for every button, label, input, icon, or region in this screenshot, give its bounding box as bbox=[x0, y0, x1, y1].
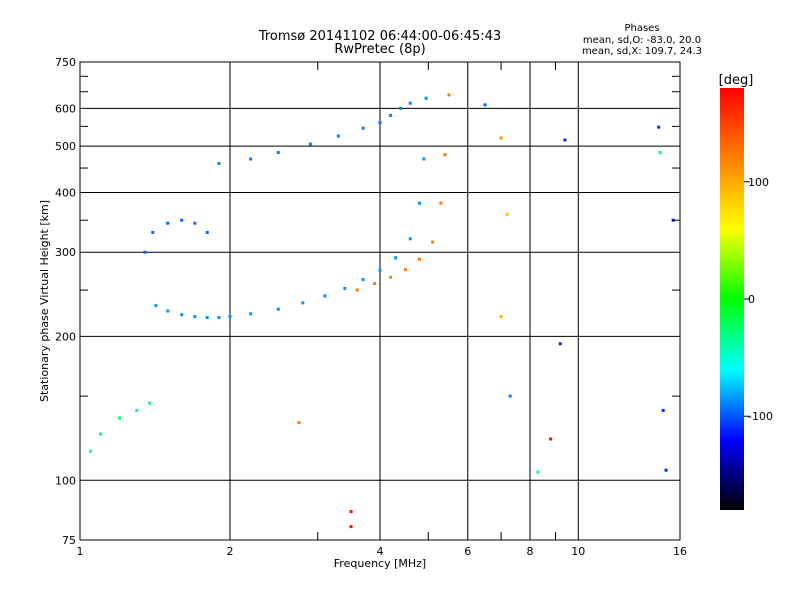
x-axis-label: Frequency [MHz] bbox=[334, 557, 426, 570]
colorbar-ticks: 100 0 -100 bbox=[744, 176, 773, 423]
y-tick-label: 75 bbox=[62, 534, 76, 547]
data-point bbox=[443, 153, 447, 157]
data-point bbox=[166, 309, 170, 313]
plot-frame bbox=[79, 61, 681, 541]
grid-lines bbox=[80, 62, 680, 540]
x-tick-label: 8 bbox=[527, 545, 534, 558]
data-point bbox=[499, 315, 503, 319]
data-point bbox=[89, 449, 93, 453]
data-point bbox=[349, 510, 353, 514]
colorbar-tick-label: 100 bbox=[748, 176, 769, 189]
data-point bbox=[205, 316, 209, 320]
data-point bbox=[657, 125, 661, 129]
data-point bbox=[378, 121, 382, 125]
data-point bbox=[483, 103, 487, 107]
y-tick-label: 750 bbox=[55, 56, 76, 69]
x-tick-label: 10 bbox=[571, 545, 585, 558]
data-point bbox=[151, 230, 155, 234]
colorbar-label: [deg] bbox=[719, 73, 754, 88]
data-point bbox=[439, 201, 443, 205]
chart-subtitle: RwPretec (8p) bbox=[334, 42, 425, 57]
data-point bbox=[558, 342, 562, 346]
data-point bbox=[217, 161, 221, 165]
data-point bbox=[422, 157, 426, 161]
data-point bbox=[193, 315, 197, 319]
phase-info-line1: mean, sd,O: -83.0, 20.0 bbox=[583, 35, 701, 46]
data-point bbox=[658, 150, 662, 154]
data-point bbox=[417, 257, 421, 261]
chart-title: Tromsø 20141102 06:44:00-06:45:43 bbox=[258, 29, 501, 44]
data-point bbox=[117, 416, 121, 420]
colorbar bbox=[720, 88, 744, 510]
data-point bbox=[336, 134, 340, 138]
data-point bbox=[361, 278, 365, 282]
y-tick-label: 100 bbox=[55, 474, 76, 487]
data-point bbox=[447, 93, 451, 97]
data-point bbox=[249, 157, 253, 161]
data-point bbox=[417, 201, 421, 205]
data-point bbox=[394, 256, 398, 260]
data-point bbox=[664, 468, 668, 472]
y-tick-label: 600 bbox=[55, 102, 76, 115]
data-point bbox=[378, 268, 382, 272]
data-point bbox=[217, 316, 221, 320]
data-point bbox=[99, 432, 103, 436]
colorbar-tick-label: -100 bbox=[748, 410, 773, 423]
data-point bbox=[135, 408, 139, 412]
y-tick-label: 200 bbox=[55, 330, 76, 343]
data-point bbox=[297, 421, 301, 425]
phase-info-line2: mean, sd,X: 109.7, 24.3 bbox=[582, 46, 702, 57]
phase-info-title: Phases bbox=[624, 23, 659, 34]
x-tick-label: 4 bbox=[377, 545, 384, 558]
data-point bbox=[361, 126, 365, 130]
data-point bbox=[408, 237, 412, 241]
data-point bbox=[661, 408, 665, 412]
data-point bbox=[389, 275, 393, 279]
data-point bbox=[308, 142, 312, 146]
data-point bbox=[536, 470, 540, 474]
data-point bbox=[205, 230, 209, 234]
y-axis-label: Stationary phase Virtual Height [km] bbox=[38, 200, 51, 402]
data-point bbox=[424, 96, 428, 100]
data-point bbox=[166, 221, 170, 225]
x-tick-label: 6 bbox=[464, 545, 471, 558]
y-tick-label: 300 bbox=[55, 246, 76, 259]
y-tick-label: 400 bbox=[55, 186, 76, 199]
x-tick-label: 2 bbox=[227, 545, 234, 558]
data-point bbox=[499, 136, 503, 140]
axis-ticks: 1 2 4 6 8 10 16 75 100 200 300 400 500 600 750 bbox=[55, 56, 687, 558]
data-point bbox=[143, 250, 147, 254]
data-point bbox=[249, 312, 253, 316]
data-point bbox=[549, 437, 553, 441]
data-point bbox=[154, 304, 158, 308]
data-point bbox=[563, 138, 567, 142]
y-tick-label: 500 bbox=[55, 140, 76, 153]
data-point bbox=[408, 101, 412, 105]
data-point bbox=[399, 106, 403, 110]
x-tick-label: 16 bbox=[673, 545, 687, 558]
data-point bbox=[349, 525, 353, 529]
data-point bbox=[276, 307, 280, 311]
data-point bbox=[228, 315, 232, 319]
x-tick-label: 1 bbox=[77, 545, 84, 558]
colorbar-tick-label: 0 bbox=[748, 293, 755, 306]
data-point bbox=[389, 113, 393, 117]
data-point bbox=[148, 401, 152, 405]
data-point bbox=[343, 286, 347, 290]
data-point bbox=[403, 268, 407, 272]
data-points bbox=[89, 93, 675, 529]
data-point bbox=[508, 394, 512, 398]
data-point bbox=[193, 221, 197, 225]
data-point bbox=[431, 240, 435, 244]
data-point bbox=[323, 294, 327, 298]
data-point bbox=[355, 288, 359, 292]
data-point bbox=[180, 313, 184, 317]
data-point bbox=[301, 301, 305, 305]
data-point bbox=[180, 218, 184, 222]
data-point bbox=[373, 282, 377, 286]
data-point bbox=[505, 212, 509, 216]
data-point bbox=[276, 150, 280, 154]
